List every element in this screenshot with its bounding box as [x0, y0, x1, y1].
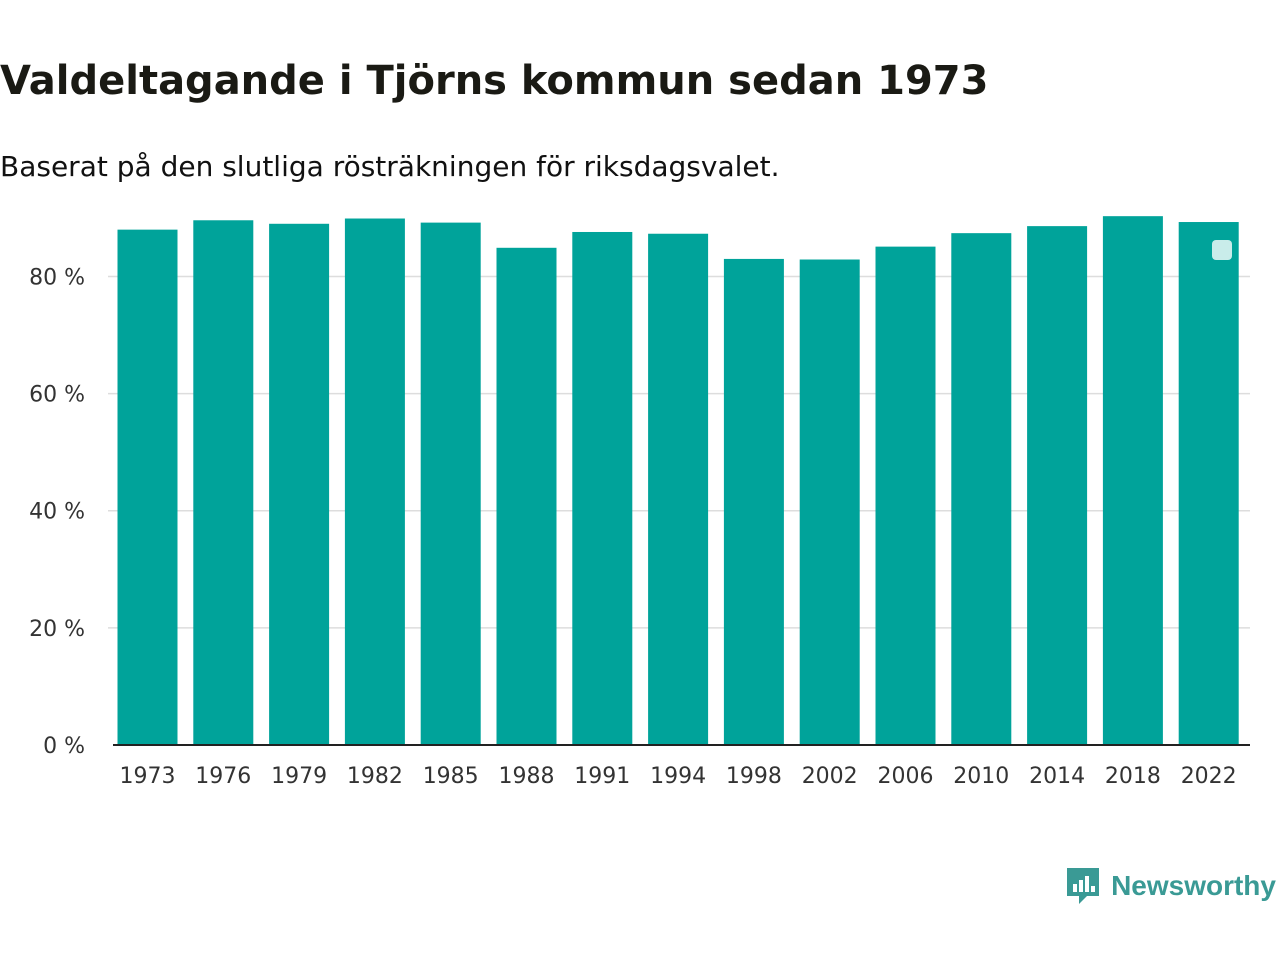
x-tick-label: 1998: [726, 764, 782, 789]
bar-chart-speech-bubble-icon: [1067, 868, 1100, 904]
x-tick-label: 1979: [271, 764, 327, 789]
bar-2010[interactable]: [951, 233, 1012, 745]
x-tick-label: 2022: [1181, 764, 1237, 789]
y-tick-label: 0 %: [43, 734, 85, 759]
x-tick-label: 2010: [953, 764, 1009, 789]
y-tick-label: 40 %: [29, 500, 85, 525]
bar-1976[interactable]: [193, 220, 254, 745]
bar-1994[interactable]: [648, 233, 709, 745]
brand-name: Newsworthy: [1111, 870, 1276, 901]
bar-2018[interactable]: [1102, 216, 1163, 745]
chart-subtitle: Baserat på den slutliga rösträkningen fö…: [0, 150, 780, 183]
legend-marker[interactable]: [1212, 240, 1232, 260]
chart-title: Valdeltagande i Tjörns kommun sedan 1973: [0, 58, 989, 104]
x-tick-label: 1988: [499, 764, 555, 789]
bar-1979[interactable]: [269, 223, 330, 745]
x-tick-label: 2014: [1029, 764, 1085, 789]
x-tick-label: 1991: [574, 764, 630, 789]
x-tick-label: 1973: [120, 764, 176, 789]
x-tick-label: 2018: [1105, 764, 1161, 789]
newsworthy-logo[interactable]: Newsworthy: [1065, 866, 1276, 906]
bar-1982[interactable]: [344, 218, 405, 746]
y-tick-label: 60 %: [29, 383, 85, 408]
bar-2002[interactable]: [799, 259, 860, 745]
x-tick-label: 2002: [802, 764, 858, 789]
bar-1988[interactable]: [496, 247, 557, 745]
bar-1991[interactable]: [572, 231, 633, 746]
bar-1985[interactable]: [420, 222, 481, 745]
x-tick-label: 1985: [423, 764, 479, 789]
x-tick-label: 2006: [878, 764, 934, 789]
bar-2022[interactable]: [1178, 222, 1239, 746]
x-tick-label: 1982: [347, 764, 403, 789]
bar-2006[interactable]: [875, 246, 936, 745]
x-axis-ticks: 1973 1976 1979 1982 1985 1988 1991 1994 1998 2002…: [120, 764, 1237, 789]
x-tick-label: 1994: [650, 764, 706, 789]
y-axis-ticks: 0 % 20 % 40 % 60 % 80 %: [29, 265, 85, 759]
bar-1998[interactable]: [723, 258, 784, 745]
bars: [117, 216, 1239, 746]
bar-1973[interactable]: [117, 229, 178, 746]
y-tick-label: 80 %: [29, 265, 85, 290]
y-tick-label: 20 %: [29, 617, 85, 642]
x-tick-label: 1976: [195, 764, 251, 789]
bar-2014[interactable]: [1027, 226, 1088, 745]
